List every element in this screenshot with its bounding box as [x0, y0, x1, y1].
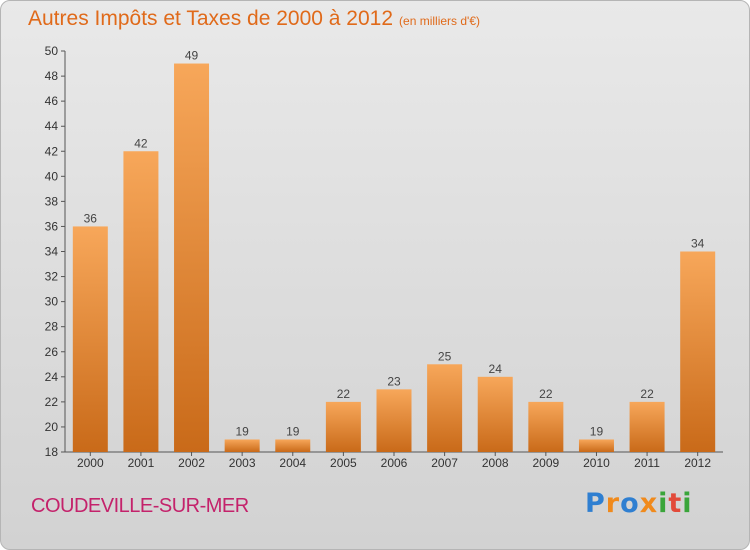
y-tick-label: 44	[45, 119, 59, 133]
x-tick-label-2008: 2008	[482, 456, 509, 470]
y-tick-label: 20	[45, 420, 59, 434]
y-tick-label: 40	[45, 169, 59, 183]
bar-2010	[578, 439, 614, 452]
data-label-2009: 22	[539, 387, 553, 401]
proxiti-logo: Proxiti	[585, 488, 693, 519]
bar-2001	[123, 151, 159, 452]
y-tick-label: 50	[45, 44, 59, 58]
place-name: COUDEVILLE-SUR-MER	[31, 495, 249, 517]
data-label-2008: 24	[489, 362, 503, 376]
x-tick-label-2010: 2010	[583, 456, 610, 470]
x-tick-label-2007: 2007	[431, 456, 458, 470]
data-label-2001: 42	[134, 136, 148, 150]
bar-2000	[72, 226, 108, 452]
y-tick-label: 26	[45, 345, 59, 359]
data-label-2005: 22	[337, 387, 351, 401]
bar-2004	[275, 439, 311, 452]
x-tick-label-2009: 2009	[532, 456, 559, 470]
y-tick-label: 34	[45, 245, 59, 259]
data-label-2000: 36	[84, 211, 98, 225]
y-tick-label: 38	[45, 194, 59, 208]
x-tick-label-2012: 2012	[684, 456, 711, 470]
y-tick-label: 46	[45, 94, 59, 108]
data-label-2003: 19	[235, 424, 249, 438]
bar-2005	[325, 401, 361, 452]
x-tick-label-2011: 2011	[634, 456, 660, 470]
data-label-2007: 25	[438, 349, 452, 363]
logo-letter: i	[682, 488, 693, 519]
x-tick-label-2000: 2000	[77, 456, 104, 470]
bar-2006	[376, 389, 412, 452]
logo-letter: r	[605, 488, 621, 519]
data-label-2004: 19	[286, 424, 300, 438]
x-tick-label-2003: 2003	[229, 456, 256, 470]
chart-data-labels: 36 42 49 19 19 22 23 25 24 22 19 22 34	[84, 49, 705, 439]
x-tick-label-2005: 2005	[330, 456, 357, 470]
y-tick-label: 32	[45, 270, 59, 284]
data-label-2011: 22	[640, 387, 654, 401]
y-tick-label: 22	[45, 395, 59, 409]
chart-subtitle: (en milliers d'€)	[399, 14, 481, 28]
logo-letter: o	[620, 488, 640, 519]
chart-bars	[72, 63, 716, 452]
data-label-2002: 49	[185, 49, 199, 63]
bar-2002	[174, 63, 210, 452]
logo-letter: P	[585, 488, 606, 519]
data-label-2012: 34	[691, 237, 705, 251]
chart-title: Autres Impôts et Taxes de 2000 à 2012 (en…	[28, 7, 481, 30]
bar-2012	[680, 251, 716, 452]
x-tick-label-2001: 2001	[128, 456, 155, 470]
y-tick-label: 28	[45, 320, 59, 334]
x-tick-label-2004: 2004	[279, 456, 306, 470]
data-label-2010: 19	[590, 424, 604, 438]
y-tick-label: 36	[45, 219, 59, 233]
data-label-2006: 23	[387, 374, 401, 388]
logo-letter: t	[668, 488, 683, 519]
y-tick-label: 24	[45, 370, 59, 384]
x-tick-label-2002: 2002	[178, 456, 205, 470]
y-tick-label: 30	[45, 295, 59, 309]
y-tick-label: 42	[45, 144, 59, 158]
bar-2007	[427, 364, 463, 452]
bar-2003	[224, 439, 260, 452]
y-tick-label: 18	[45, 445, 59, 459]
bar-2009	[528, 401, 564, 452]
bar-2011	[629, 401, 665, 452]
x-tick-label-2006: 2006	[381, 456, 408, 470]
bar-2008	[477, 376, 513, 452]
logo-letter: i	[658, 488, 669, 519]
logo-letter: x	[639, 488, 659, 519]
y-tick-label: 48	[45, 69, 59, 83]
